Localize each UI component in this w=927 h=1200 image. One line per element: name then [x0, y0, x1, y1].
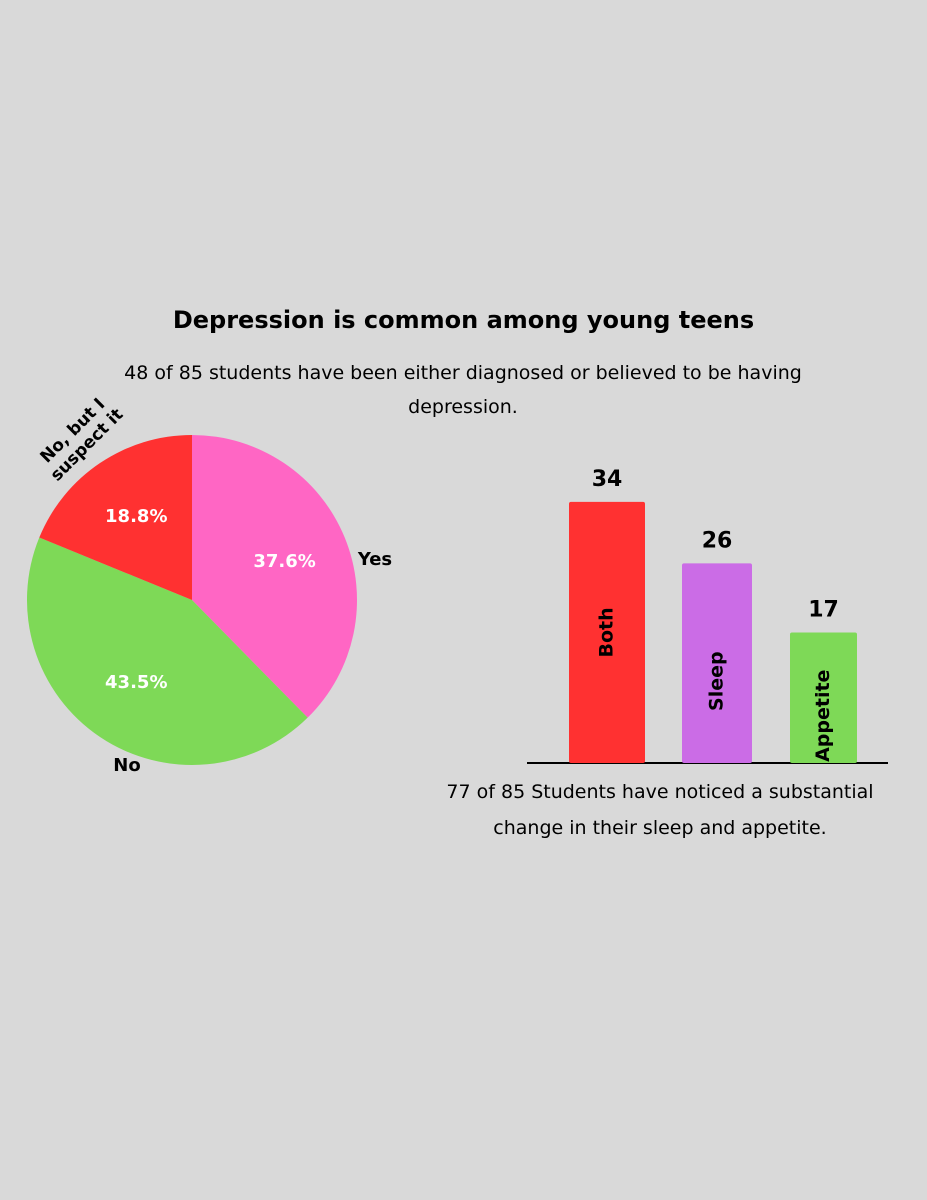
bar-category-label: Both [596, 607, 618, 657]
pie-value-label: 37.6% [253, 551, 315, 572]
pie-value-label: 18.8% [105, 506, 167, 527]
pie-slice [39, 434, 193, 600]
bar-caption: 77 of 85 Students have noticed a substan… [446, 781, 874, 839]
pie-label: No [113, 755, 140, 776]
bar-value-label: 17 [808, 597, 839, 622]
subtitle: 48 of 85 students have been either diagn… [124, 362, 802, 418]
pie-slice [27, 537, 308, 765]
bar [569, 501, 645, 763]
bar-value-label: 34 [592, 467, 623, 492]
bar-category-label: Appetite [812, 670, 834, 762]
pie-label: Yes [357, 549, 392, 570]
bar [790, 632, 857, 763]
pie-value-label: 43.5% [105, 672, 167, 693]
bar-value-label: 26 [702, 528, 733, 553]
bar-category-label: Sleep [706, 651, 728, 711]
pie-slice [192, 435, 357, 718]
title: Depression is common among young teens [172, 306, 755, 334]
bar [682, 563, 752, 763]
